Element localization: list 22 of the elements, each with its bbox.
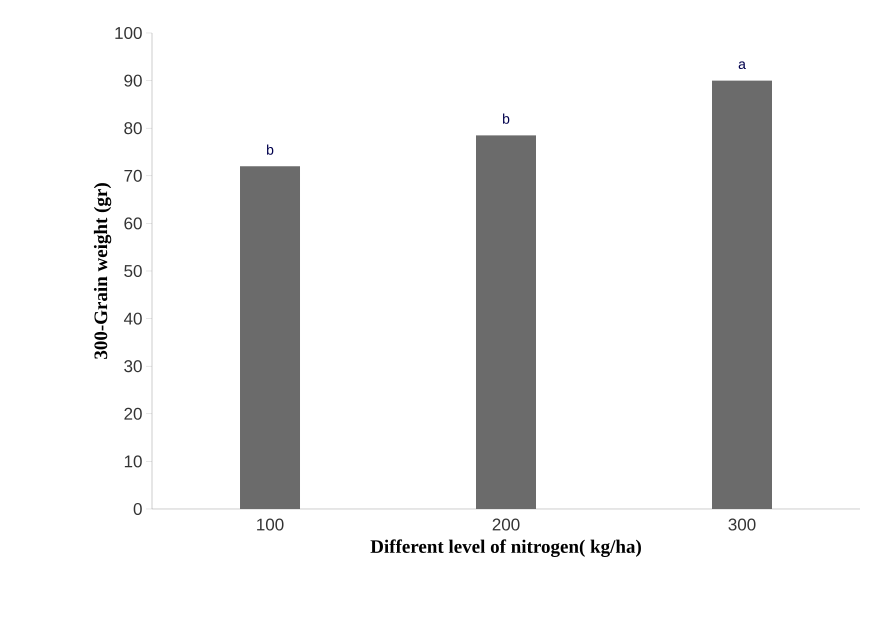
y-tick-label: 80: [124, 122, 142, 134]
y-tick-label: 10: [124, 455, 142, 468]
x-tick-label: 100: [257, 518, 284, 531]
y-tick-label: 50: [124, 264, 142, 278]
x-tick-label: 300: [728, 518, 756, 531]
y-tick-label: 40: [124, 312, 142, 325]
bar: [476, 135, 536, 509]
bar: [240, 166, 300, 509]
y-tick-label: 0: [134, 502, 142, 516]
annotation: b: [503, 114, 510, 124]
x-tick-label: 200: [492, 518, 520, 531]
y-tick-label: 60: [124, 217, 142, 230]
bar: [712, 80, 772, 509]
x-axis-title: Different level of nitrogen( kg/ha): [370, 539, 641, 557]
annotation: b: [267, 144, 274, 155]
y-tick-label: 90: [124, 74, 142, 87]
y-tick-label: 20: [124, 408, 142, 420]
y-tick-label: 70: [124, 170, 142, 182]
y-tick-label: 100: [115, 26, 142, 40]
y-axis-title: 300-Grain weight (gr): [94, 183, 112, 359]
y-tick-label: 30: [124, 360, 142, 372]
annotation: a: [738, 61, 746, 70]
